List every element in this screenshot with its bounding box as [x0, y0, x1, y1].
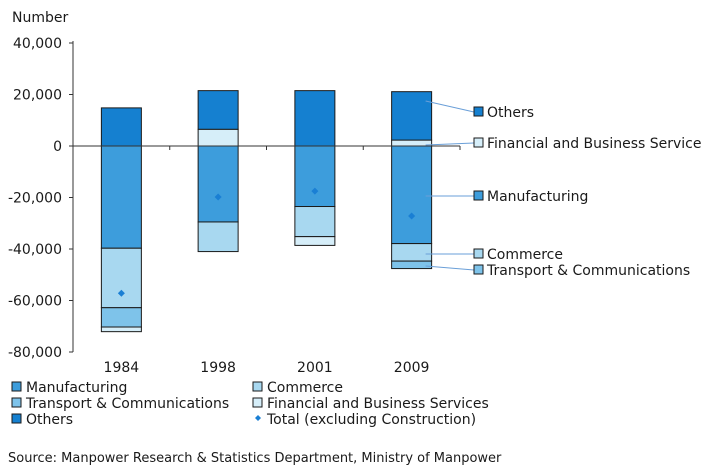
y-tick-label: -40,000 — [8, 242, 62, 258]
x-tick-label: 1984 — [104, 360, 140, 376]
legend-swatch — [252, 381, 263, 392]
annotation-label: Commerce — [487, 247, 563, 263]
y-tick-label: 40,000 — [13, 36, 62, 52]
total-marker — [214, 193, 222, 201]
annotation-label: Others — [487, 105, 534, 121]
legend-label: Commerce — [267, 380, 343, 396]
total-marker — [311, 187, 319, 195]
annotation-label: Manufacturing — [487, 189, 588, 205]
annotation-swatch — [473, 190, 484, 201]
bar-segment-commerce — [197, 221, 239, 253]
annotation-leader-line — [425, 265, 475, 271]
annotation-swatch — [473, 248, 484, 259]
bar-segment-transport-communications — [100, 307, 142, 328]
bar-segment-financial-and-business-services — [100, 326, 142, 333]
y-tick-label: 0 — [53, 139, 62, 155]
total-marker — [117, 289, 125, 297]
bar-segment-others — [294, 90, 336, 147]
y-tick-label: -60,000 — [8, 294, 62, 310]
x-tick-label: 1998 — [200, 360, 236, 376]
legend-total-marker — [255, 415, 261, 421]
legend-label: Manufacturing — [26, 380, 127, 396]
annotation-label: Financial and Business Services — [487, 136, 701, 152]
bar-segment-manufacturing — [100, 145, 142, 249]
bar-segment-financial-and-business-services — [391, 139, 433, 147]
annotation-leader-line — [425, 142, 475, 146]
bar-segment-financial-and-business-services — [294, 236, 336, 246]
bar-segment-transport-communications — [391, 260, 433, 270]
annotation-swatch — [473, 264, 484, 275]
bar-segment-others — [391, 91, 433, 141]
annotation-label: Transport & Communications — [486, 263, 690, 279]
y-tick-label: -20,000 — [8, 191, 62, 207]
bar-segment-others — [197, 90, 239, 130]
legend-swatch — [11, 381, 22, 392]
legend-label: Total (excluding Construction) — [266, 412, 476, 428]
bar-segment-commerce — [391, 243, 433, 262]
bar-segment-financial-and-business-services — [197, 128, 239, 147]
legend-swatch — [11, 413, 22, 424]
y-tick-label: 20,000 — [13, 88, 62, 104]
legend-swatch — [11, 397, 22, 408]
bar-segment-commerce — [294, 206, 336, 238]
bar-segment-others — [100, 107, 142, 147]
bar-segment-manufacturing — [391, 145, 433, 245]
total-marker — [408, 212, 416, 220]
annotation-leader-line — [425, 100, 475, 113]
legend-label: Others — [26, 412, 73, 428]
y-tick-label: -80,000 — [8, 345, 62, 361]
bar-segment-manufacturing — [294, 145, 336, 208]
y-axis-label: Number — [12, 10, 68, 26]
legend-swatch — [252, 397, 263, 408]
annotation-swatch — [473, 106, 484, 117]
x-tick-label: 2001 — [297, 360, 333, 376]
bar-segment-commerce — [100, 247, 142, 309]
x-tick-label: 2009 — [394, 360, 430, 376]
bar-segment-manufacturing — [197, 145, 239, 223]
annotation-swatch — [473, 137, 484, 148]
legend-label: Transport & Communications — [25, 396, 229, 412]
legend-label: Financial and Business Services — [267, 396, 489, 412]
source-note: Source: Manpower Research & Statistics D… — [8, 451, 502, 466]
